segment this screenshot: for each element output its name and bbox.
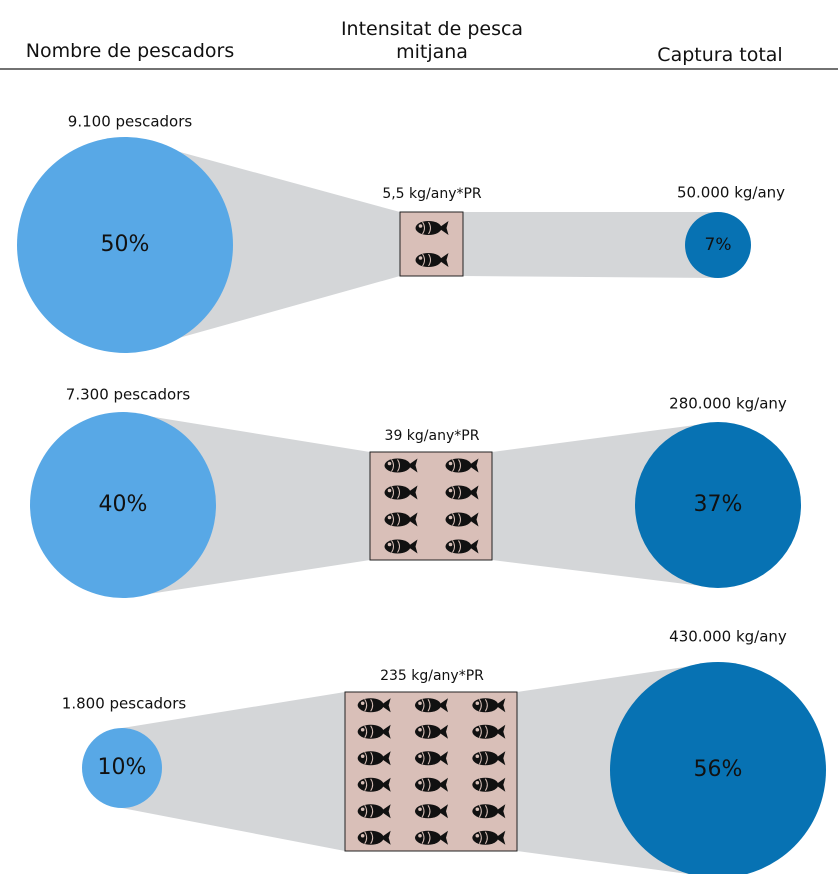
fish-body xyxy=(415,751,441,765)
fish-body xyxy=(472,804,498,818)
fish-body xyxy=(472,725,498,739)
fishers-share: 40% xyxy=(99,492,148,517)
fish-body xyxy=(415,831,441,845)
fish-eye xyxy=(418,834,422,838)
fish-eye xyxy=(361,781,365,785)
fish-eye xyxy=(388,543,392,547)
fish-body xyxy=(472,751,498,765)
catch-share: 7% xyxy=(705,235,732,255)
fishers-label: 7.300 pescadors xyxy=(66,386,191,404)
catch-share: 56% xyxy=(694,757,743,782)
fish-eye xyxy=(361,807,365,811)
fish-eye xyxy=(418,754,422,758)
fish-body xyxy=(385,486,411,500)
fish-eye xyxy=(419,256,423,260)
intensity-label: 39 kg/any*PR xyxy=(385,428,480,444)
fish-eye xyxy=(449,543,453,547)
fishers-share: 50% xyxy=(101,232,150,257)
fish-body xyxy=(416,221,442,235)
column-header: Intensitat de pesca mitjana xyxy=(322,18,542,64)
fish-eye xyxy=(449,489,453,493)
fish-body xyxy=(472,778,498,792)
fish-body xyxy=(415,725,441,739)
fish-eye xyxy=(476,701,480,705)
catch-label: 50.000 kg/any xyxy=(677,184,785,202)
fish-eye xyxy=(419,224,423,228)
catch-label: 430.000 kg/any xyxy=(669,628,787,646)
column-header: Captura total xyxy=(620,44,820,67)
fish-body xyxy=(358,831,384,845)
fish-eye xyxy=(418,701,422,705)
fish-eye xyxy=(388,462,392,466)
fish-body xyxy=(358,725,384,739)
fish-eye xyxy=(361,728,365,732)
fish-eye xyxy=(418,807,422,811)
fish-body xyxy=(415,804,441,818)
fish-body xyxy=(472,698,498,712)
fish-body xyxy=(416,253,442,267)
fish-body xyxy=(358,751,384,765)
fish-eye xyxy=(361,701,365,705)
fish-body xyxy=(446,513,472,527)
fish-eye xyxy=(476,781,480,785)
fish-body xyxy=(472,831,498,845)
fish-body xyxy=(358,778,384,792)
intensity-box xyxy=(345,692,517,851)
fish-eye xyxy=(388,516,392,520)
catch-share: 37% xyxy=(694,492,743,517)
intensity-label: 235 kg/any*PR xyxy=(380,668,484,684)
fish-eye xyxy=(449,462,453,466)
fish-body xyxy=(385,540,411,554)
fish-body xyxy=(385,513,411,527)
intensity-label: 5,5 kg/any*PR xyxy=(382,186,482,202)
fish-body xyxy=(446,486,472,500)
fish-body xyxy=(415,778,441,792)
fish-eye xyxy=(476,807,480,811)
fish-eye xyxy=(418,781,422,785)
fish-eye xyxy=(361,754,365,758)
fish-body xyxy=(415,698,441,712)
fish-body xyxy=(446,459,472,473)
fish-body xyxy=(358,804,384,818)
fish-eye xyxy=(476,728,480,732)
fish-eye xyxy=(418,728,422,732)
fishers-label: 9.100 pescadors xyxy=(68,113,193,131)
fish-eye xyxy=(476,754,480,758)
fish-body xyxy=(358,698,384,712)
fish-eye xyxy=(361,834,365,838)
fish-eye xyxy=(388,489,392,493)
fishers-share: 10% xyxy=(98,755,147,780)
fish-body xyxy=(446,540,472,554)
fish-eye xyxy=(476,834,480,838)
fishers-label: 1.800 pescadors xyxy=(62,695,187,713)
fish-body xyxy=(385,459,411,473)
fish-eye xyxy=(449,516,453,520)
column-header: Nombre de pescadors xyxy=(0,40,260,63)
catch-label: 280.000 kg/any xyxy=(669,395,787,413)
infographic: 50% 9.100 pescadors 5,5 kg/any*PR 7% 50.000 … xyxy=(0,0,838,874)
diagram: 50% 9.100 pescadors 5,5 kg/any*PR 7% 50.000 … xyxy=(0,0,838,874)
